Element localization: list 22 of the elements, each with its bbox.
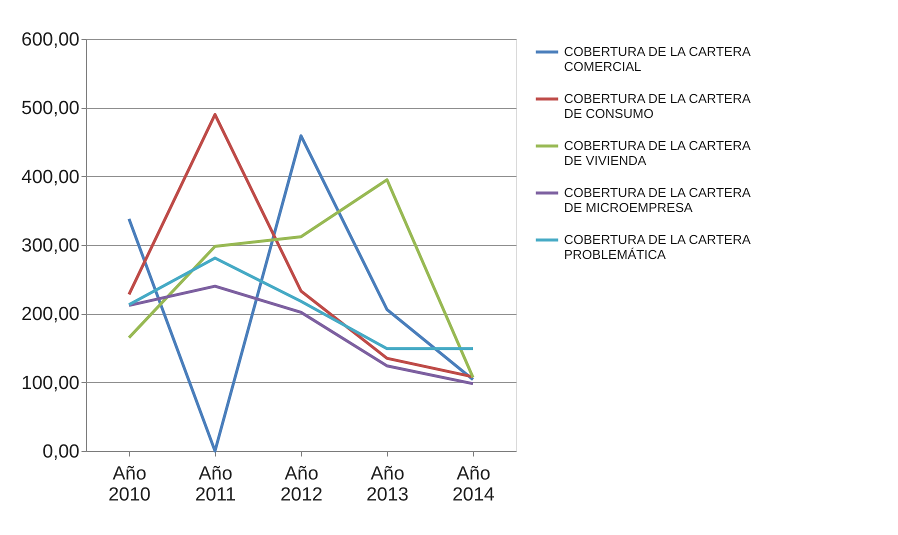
x-tick-label: Año 2014 <box>452 464 496 506</box>
y-tick-label: 0,00 <box>42 442 80 462</box>
line-series <box>128 178 474 380</box>
x-tick-label: Año 2013 <box>366 464 409 506</box>
y-tick-label: 300,00 <box>21 236 80 256</box>
y-tick-label: 500,00 <box>21 98 80 120</box>
legend-label: COBERTURA DE LA CARTERA COMERCIAL <box>564 44 751 74</box>
legend-label: COBERTURA DE LA CARTERA DE CONSUMO <box>564 91 751 121</box>
legend-label: COBERTURA DE LA CARTERA DE MICROEMPRESA <box>564 185 751 215</box>
x-tick-label: Año 2010 <box>108 464 151 506</box>
x-tick-label: Año 2012 <box>280 464 323 506</box>
y-tick-label: 600,00 <box>21 30 80 50</box>
y-tick-label: 400,00 <box>21 166 80 188</box>
legend-label: COBERTURA DE LA CARTERA DE VIVIENDA <box>564 138 751 168</box>
line-series <box>128 134 474 452</box>
line-series <box>128 256 474 350</box>
y-tick-label: 100,00 <box>21 372 80 394</box>
line-series <box>128 113 474 378</box>
legend-label: COBERTURA DE LA CARTERA PROBLEMÁTICA <box>564 232 751 262</box>
x-tick-label: Año 2011 <box>195 464 236 506</box>
y-tick-label: 200,00 <box>21 304 80 326</box>
line-series <box>128 284 474 386</box>
